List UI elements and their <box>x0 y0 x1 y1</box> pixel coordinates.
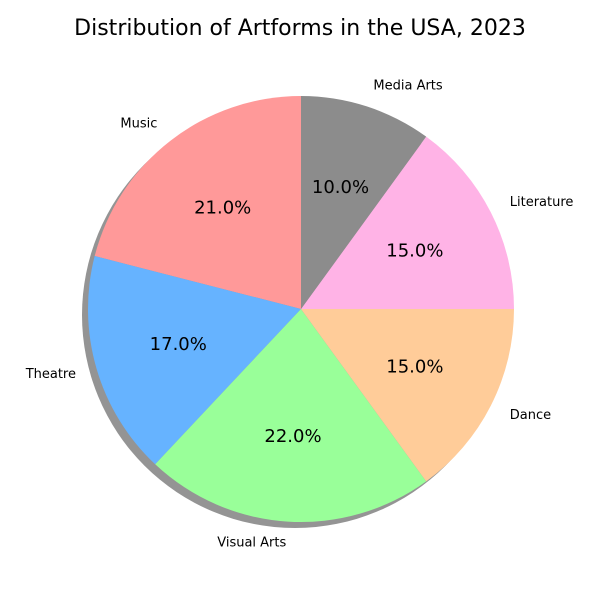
pie-slice-media-arts <box>301 96 427 309</box>
category-label-music: Music <box>120 116 157 131</box>
pie-slice-literature <box>301 136 514 309</box>
pie-slices <box>88 96 514 522</box>
percent-label-dance: 15.0% <box>386 357 443 378</box>
category-label-theatre: Theatre <box>25 367 76 382</box>
pie-slice-visual-arts <box>155 309 427 522</box>
category-label-dance: Dance <box>510 408 551 423</box>
category-label-literature: Literature <box>510 195 574 210</box>
percent-label-visual-arts: 22.0% <box>264 426 321 447</box>
chart-title: Distribution of Artforms in the USA, 202… <box>74 16 526 41</box>
pie-slice-dance <box>301 309 514 482</box>
percent-label-literature: 15.0% <box>386 240 443 261</box>
percent-labels: 21.0% 17.0% 22.0% 15.0% 15.0% 10.0% <box>150 177 444 447</box>
pie-slice-theatre <box>88 256 301 465</box>
percent-label-media-arts: 10.0% <box>312 177 369 198</box>
category-label-media-arts: Media Arts <box>373 79 443 94</box>
percent-label-theatre: 17.0% <box>150 334 207 355</box>
category-label-visual-arts: Visual Arts <box>217 535 286 550</box>
pie-slice-music <box>94 96 301 309</box>
percent-label-music: 21.0% <box>194 198 251 219</box>
category-labels: Music Theatre Visual Arts Dance Literature Me… <box>25 79 574 551</box>
